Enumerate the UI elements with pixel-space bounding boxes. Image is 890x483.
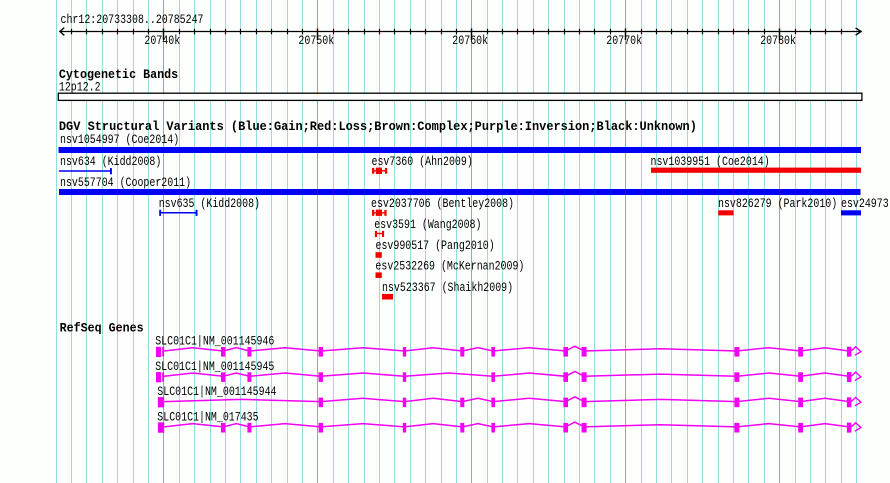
svg-text:SLC01C1|NM_001145946: SLC01C1|NM_001145946	[155, 335, 274, 349]
svg-text:nsv557704 (Cooper2011): nsv557704 (Cooper2011)	[60, 176, 191, 190]
svg-text:12p12.2: 12p12.2	[59, 81, 101, 95]
svg-text:20740k: 20740k	[144, 34, 180, 48]
svg-text:esv3591 (Wang2008): esv3591 (Wang2008)	[374, 218, 481, 232]
svg-text:esv2532269 (McKernan2009): esv2532269 (McKernan2009)	[375, 260, 524, 274]
svg-text:chr12:20733308..20785247: chr12:20733308..20785247	[61, 13, 204, 27]
svg-text:esv2037706 (Bentley2008): esv2037706 (Bentley2008)	[371, 197, 514, 211]
svg-text:nsv1054997 (Coe2014): nsv1054997 (Coe2014)	[60, 133, 179, 147]
svg-text:nsv634 (Kidd2008): nsv634 (Kidd2008)	[60, 155, 161, 169]
svg-text:esv990517 (Pang2010): esv990517 (Pang2010)	[376, 239, 495, 253]
svg-text:SLC01C1|NM_001145945: SLC01C1|NM_001145945	[155, 360, 274, 374]
svg-text:nsv523367 (Shaikh2009): nsv523367 (Shaikh2009)	[382, 281, 513, 295]
svg-text:20760k: 20760k	[452, 34, 488, 48]
svg-text:20770k: 20770k	[606, 34, 642, 48]
svg-text:esv24973: esv24973	[841, 197, 889, 211]
svg-text:SLC01C1|NM_017435: SLC01C1|NM_017435	[157, 410, 258, 424]
svg-text:nsv826279 (Park2010): nsv826279 (Park2010)	[718, 197, 837, 211]
svg-text:Cytogenetic Bands: Cytogenetic Bands	[59, 67, 178, 82]
svg-text:20750k: 20750k	[298, 34, 334, 48]
svg-text:esv7360 (Ahn2009): esv7360 (Ahn2009)	[372, 155, 473, 169]
svg-text:nsv1039951 (Coe2014): nsv1039951 (Coe2014)	[651, 155, 770, 169]
svg-text:nsv635 (Kidd2008): nsv635 (Kidd2008)	[159, 197, 260, 211]
svg-text:20780k: 20780k	[760, 34, 796, 48]
svg-text:RefSeq Genes: RefSeq Genes	[60, 320, 144, 335]
svg-text:SLC01C1|NM_001145944: SLC01C1|NM_001145944	[157, 385, 276, 399]
svg-text:DGV Structural Variants (Blue:: DGV Structural Variants (Blue:Gain;Red:L…	[59, 119, 697, 134]
